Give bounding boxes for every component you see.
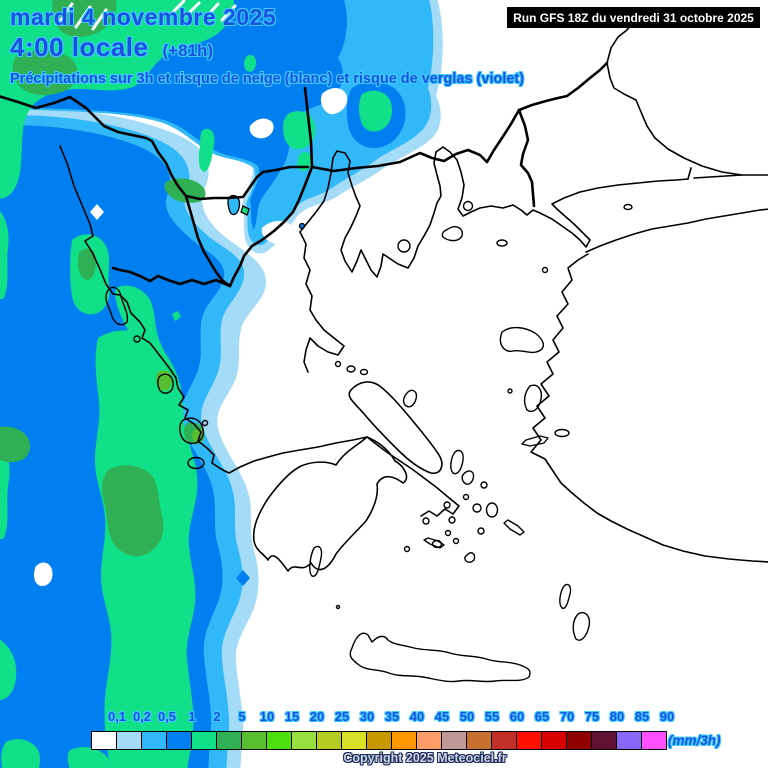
legend-cell <box>341 731 367 750</box>
legend-label: 20 <box>309 709 325 724</box>
legend-cell <box>641 731 667 750</box>
legend-label: 30 <box>359 709 375 724</box>
legend-label: 1 <box>188 709 196 724</box>
run-info-box: Run GFS 18Z du vendredi 31 octobre 2025 <box>507 7 760 28</box>
legend-cell <box>491 731 517 750</box>
legend-label: 90 <box>659 709 675 724</box>
legend-label: 55 <box>484 709 500 724</box>
legend-cell <box>366 731 392 750</box>
legend-cell <box>566 731 592 750</box>
legend-label: 25 <box>334 709 350 724</box>
legend-bar <box>91 731 667 750</box>
date-label: mardi 4 novembre 2025 <box>10 4 277 30</box>
legend-label: 75 <box>584 709 600 724</box>
legend-label: 70 <box>559 709 575 724</box>
legend-label: 65 <box>534 709 550 724</box>
legend-cell <box>91 731 117 750</box>
dry-pockets <box>34 88 348 586</box>
legend-cell <box>616 731 642 750</box>
legend-unit-label: (mm/3h) <box>668 733 721 748</box>
legend-label: 80 <box>609 709 625 724</box>
legend-label: 10 <box>259 709 275 724</box>
legend-cell <box>291 731 317 750</box>
legend-cell <box>466 731 492 750</box>
forecast-offset-label: (+81h) <box>162 41 214 60</box>
legend-cell <box>241 731 267 750</box>
legend-label: 0,2 <box>132 709 152 724</box>
legend-label: 60 <box>509 709 525 724</box>
copyright-label: Copyright 2025 Meteociel.fr <box>343 751 507 765</box>
legend-label: 45 <box>434 709 450 724</box>
title-block: mardi 4 novembre 2025 4:00 locale (+81h) … <box>10 4 524 87</box>
legend-cell <box>541 731 567 750</box>
legend-label: 0,1 <box>107 709 127 724</box>
legend-cell <box>266 731 292 750</box>
snow-hatch-marks <box>56 0 237 31</box>
legend-cell <box>191 731 217 750</box>
legend-label: 40 <box>409 709 425 724</box>
time-label: 4:00 locale <box>10 32 149 62</box>
islands <box>105 200 633 683</box>
legend-labels: 0,1 0,2 0,5 1 2 5 10 15 20 25 30 35 40 45 50 55 60 65 70 75… <box>91 709 691 725</box>
legend-label: 85 <box>634 709 650 724</box>
country-borders <box>0 61 609 288</box>
legend-cell <box>441 731 467 750</box>
legend-label: 2 <box>213 709 221 724</box>
legend-cell <box>516 731 542 750</box>
legend-cell <box>591 731 617 750</box>
legend-cell <box>416 731 442 750</box>
legend-label: 5 <box>238 709 246 724</box>
legend-cell <box>391 731 417 750</box>
coastlines <box>59 21 768 572</box>
legend-cell <box>316 731 342 750</box>
legend-label: 0,5 <box>157 709 177 724</box>
legend-label: 15 <box>284 709 300 724</box>
legend-cell <box>216 731 242 750</box>
legend-cell <box>141 731 167 750</box>
legend-cell <box>116 731 142 750</box>
legend-label: 35 <box>384 709 400 724</box>
legend-label: 50 <box>459 709 475 724</box>
subtitle-label: Précipitations sur 3h et risque de neige… <box>10 71 525 87</box>
legend-cell <box>166 731 192 750</box>
